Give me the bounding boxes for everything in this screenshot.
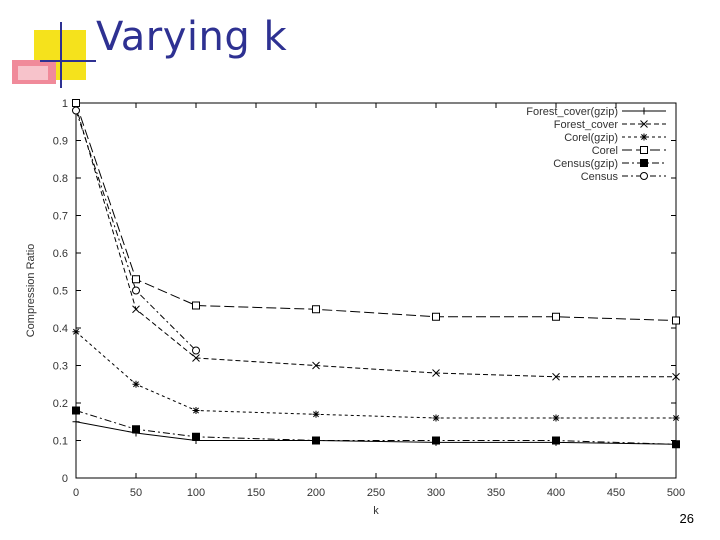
x-tick-label: 100 — [187, 487, 205, 499]
data-point-3-0 — [72, 99, 80, 107]
legend-marker — [640, 146, 648, 154]
data-point-2-2 — [192, 407, 200, 414]
legend-marker — [640, 172, 648, 180]
decor-vertical-line — [60, 22, 62, 88]
x-tick-label: 250 — [367, 487, 385, 499]
x-tick-label: 450 — [607, 487, 625, 499]
legend-marker — [640, 159, 648, 167]
data-point-3-4 — [432, 312, 440, 321]
data-point-2-5 — [552, 414, 560, 422]
legend-label: Census(gzip) — [553, 158, 618, 170]
data-point-4-1 — [132, 425, 140, 434]
y-tick-label: 1 — [62, 98, 68, 110]
y-tick-label: 0.6 — [53, 248, 68, 260]
x-tick-label: 300 — [427, 487, 445, 499]
data-point-5-0 — [72, 106, 80, 115]
y-tick-label: 0.4 — [53, 323, 68, 335]
slide-title: Varying k — [96, 14, 288, 60]
data-point-4-2 — [192, 432, 200, 441]
data-point-1-4 — [432, 369, 440, 377]
data-point-2-1 — [132, 380, 140, 388]
legend-label: Forest_cover — [554, 119, 619, 131]
decor-pink-fade — [18, 66, 48, 80]
y-tick-label: 0.8 — [53, 173, 68, 185]
y-tick-label: 0.5 — [53, 286, 68, 298]
data-point-4-5 — [552, 436, 560, 445]
x-tick-label: 50 — [130, 487, 142, 499]
y-tick-label: 0.1 — [53, 436, 68, 448]
data-point-3-2 — [192, 301, 200, 310]
x-tick-label: 150 — [247, 487, 265, 499]
data-point-2-3 — [312, 410, 320, 418]
legend-marker — [640, 107, 648, 115]
data-point-3-3 — [312, 305, 320, 314]
x-tick-label: 0 — [73, 487, 79, 499]
data-point-4-6 — [672, 440, 680, 449]
x-tick-label: 350 — [487, 487, 505, 499]
data-point-3-1 — [132, 275, 140, 284]
x-tick-label: 200 — [307, 487, 325, 499]
series-line-4 — [75, 410, 677, 445]
page-number: 26 — [679, 511, 694, 526]
x-tick-label: 400 — [547, 487, 565, 499]
y-tick-label: 0.7 — [53, 211, 68, 223]
data-point-4-0 — [72, 406, 80, 415]
legend-label: Census — [581, 171, 619, 183]
y-tick-label: 0.2 — [53, 398, 68, 410]
legend-label: Corel — [592, 145, 618, 157]
x-tick-label: 500 — [667, 487, 685, 499]
data-point-2-0 — [72, 328, 80, 336]
data-point-2-4 — [432, 414, 440, 422]
decor-horizontal-line — [40, 60, 96, 62]
data-point-1-1 — [132, 305, 140, 314]
y-tick-label: 0 — [62, 473, 68, 485]
y-axis-label: Compression Ratio — [25, 244, 37, 338]
data-point-5-2 — [192, 346, 200, 355]
data-point-3-5 — [552, 312, 560, 321]
data-point-2-6 — [672, 414, 680, 422]
data-point-0-0 — [72, 418, 80, 426]
series-line-5 — [75, 110, 197, 351]
series-line-2 — [75, 331, 676, 419]
legend-marker — [640, 120, 648, 128]
data-point-4-3 — [312, 436, 320, 445]
y-tick-label: 0.3 — [53, 361, 68, 373]
legend-label: Corel(gzip) — [564, 132, 618, 144]
series-line-1 — [75, 106, 676, 378]
data-point-1-3 — [312, 361, 320, 370]
data-point-1-2 — [192, 354, 200, 362]
data-point-5-1 — [132, 286, 140, 295]
legend-marker — [640, 133, 648, 141]
y-tick-label: 0.9 — [53, 136, 68, 148]
data-point-1-5 — [552, 372, 560, 381]
x-axis-label: k — [373, 505, 379, 517]
data-point-4-4 — [432, 436, 440, 445]
legend-label: Forest_cover(gzip) — [526, 106, 618, 118]
data-point-1-6 — [672, 372, 680, 381]
data-point-3-6 — [672, 316, 680, 325]
